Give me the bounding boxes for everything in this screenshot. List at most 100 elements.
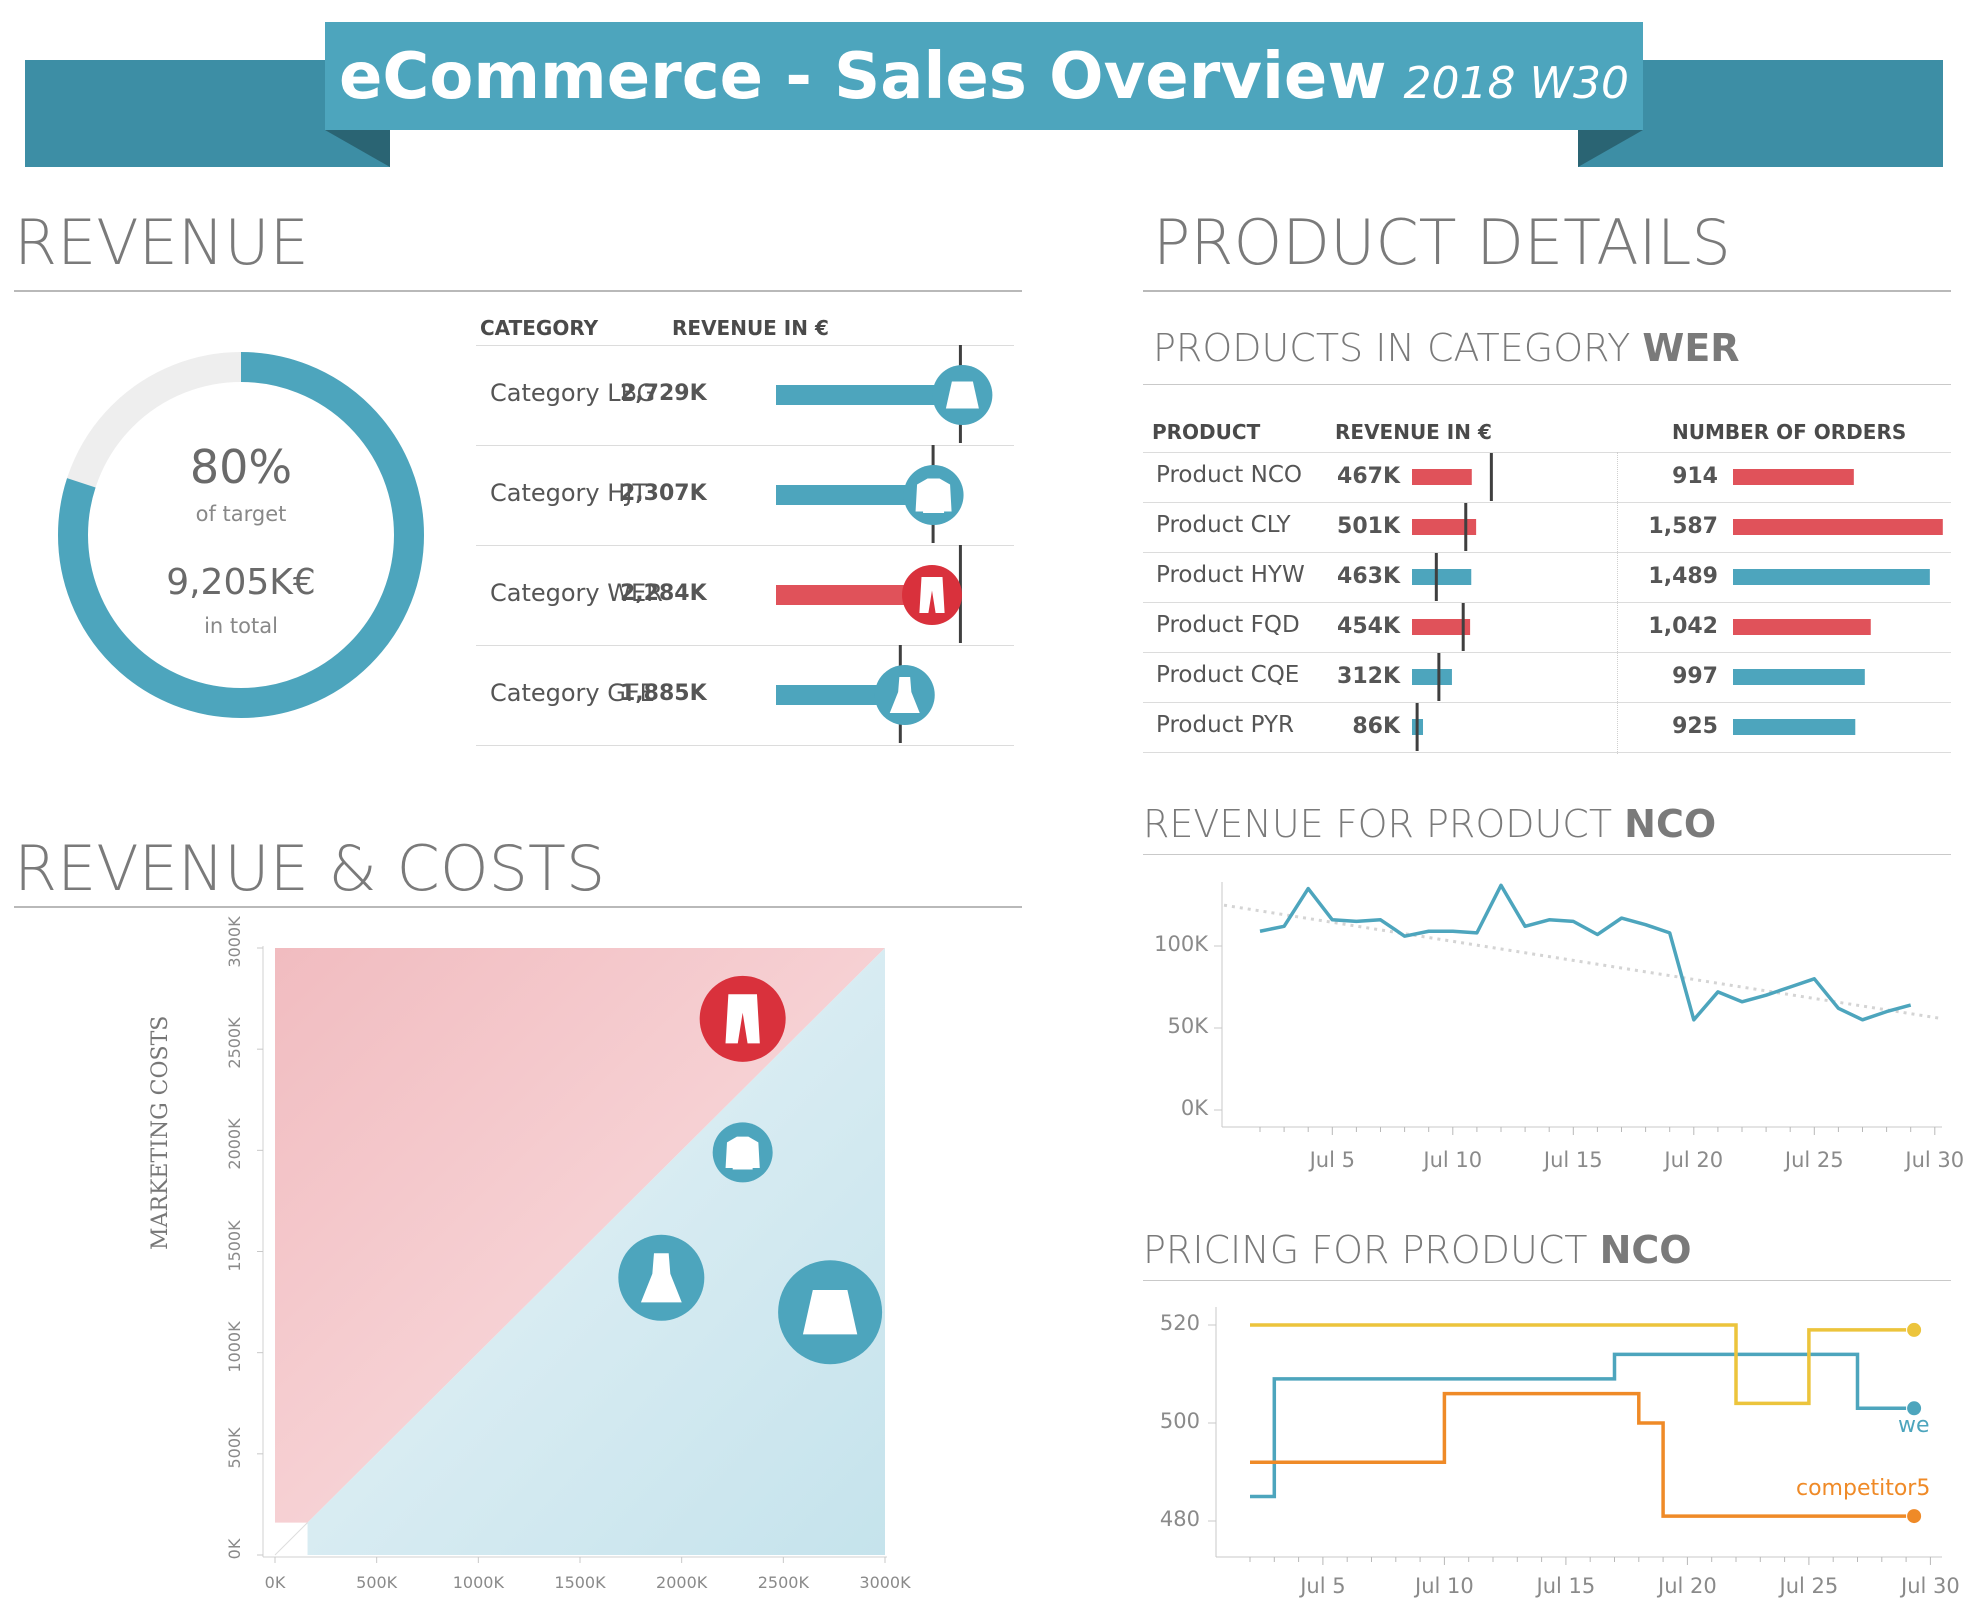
products-header-line — [1143, 452, 1951, 453]
product-row-line — [1143, 652, 1951, 653]
pricing-series-2 — [1250, 1323, 1907, 1406]
product-orders-value: 1,587 — [1648, 514, 1718, 539]
product-name: Product CQE — [1156, 662, 1300, 688]
category-row-line — [476, 745, 1014, 746]
scatter-point-jacket — [712, 1122, 773, 1183]
scatter-y-tick-label: 1000K — [225, 1321, 244, 1373]
dress-icon — [889, 677, 920, 713]
trousers-icon — [919, 577, 945, 613]
category-icon-group — [915, 478, 952, 513]
y-tick-label: 520 — [1159, 1311, 1200, 1335]
scatter-x-tick-label: 2500K — [757, 1573, 809, 1592]
category-name: Category GFE — [490, 679, 655, 707]
product-name: Product HYW — [1156, 562, 1305, 588]
x-tick-label: Jul 25 — [1779, 1574, 1839, 1598]
orders-column-header: NUMBER OF ORDERS — [1672, 420, 1907, 444]
category-target-line — [931, 445, 935, 543]
category-header-line — [476, 345, 1014, 346]
product-revenue-bar — [1412, 519, 1477, 535]
jacket-icon — [915, 478, 952, 513]
category-target-line — [958, 545, 962, 643]
pricing-series-label-we: we — [1898, 1413, 1930, 1438]
revenue-costs-section-title: REVENUE & COSTS — [14, 832, 606, 905]
scatter-point-skirt — [778, 1260, 883, 1365]
product-orders-bar — [1733, 519, 1943, 535]
skirt-icon — [802, 1289, 858, 1335]
pricing-line-axes — [1208, 1307, 1942, 1565]
scatter-x-tick-label: 500K — [356, 1573, 398, 1592]
scatter-x-tick-label: 1500K — [554, 1573, 606, 1592]
x-tick-label: Jul 20 — [1658, 1574, 1717, 1598]
pricing-product-title-line — [1143, 1280, 1951, 1281]
scatter-y-tick-label: 2500K — [225, 1017, 244, 1069]
category-target-line — [898, 645, 902, 743]
y-tick-label: 0K — [1180, 1096, 1208, 1120]
scatter-y-tick-label: 0K — [225, 1538, 244, 1560]
revenue-product-title-line — [1143, 854, 1951, 855]
scatter-x-tick-label: 0K — [264, 1573, 286, 1592]
product-orders-value: 997 — [1672, 664, 1718, 689]
product-row-line — [1143, 502, 1951, 503]
revenue-line-series — [1259, 883, 1912, 1022]
product-row-line — [1143, 752, 1951, 753]
category-icon-circle — [874, 665, 935, 725]
product-details-divider — [1143, 290, 1951, 292]
scatter-background — [274, 948, 885, 1556]
product-orders-value: 1,489 — [1648, 564, 1718, 589]
category-name: Category LBG — [490, 379, 656, 407]
y-tick-label: 100K — [1154, 932, 1208, 956]
product-revenue-bar — [1412, 669, 1452, 685]
scatter-point-circle — [699, 975, 786, 1062]
donut-percent: 80% — [189, 440, 293, 494]
donut-total: 9,205K€ — [166, 562, 316, 603]
dress-icon — [640, 1253, 682, 1303]
product-revenue-value: 454K — [1337, 614, 1400, 639]
banner-graphic — [25, 22, 1943, 167]
revenue-trend-line — [1223, 903, 1941, 1020]
revenue-costs-divider — [14, 906, 1022, 908]
scatter-point-circle — [618, 1234, 705, 1321]
scatter-y-tick-label: 3000K — [225, 916, 244, 968]
category-icon-circle — [932, 365, 993, 425]
scatter-axes — [257, 946, 887, 1563]
scatter-x-tick-label: 3000K — [859, 1573, 911, 1592]
x-tick-label: Jul 25 — [1784, 1148, 1844, 1172]
category-row-line — [476, 545, 1014, 546]
scatter-y-tick-label: 1500K — [225, 1219, 244, 1272]
category-icon-circle — [901, 565, 962, 625]
product-name: Product PYR — [1156, 712, 1295, 738]
banner-center — [325, 22, 1643, 130]
category-revenue-bar — [776, 485, 934, 505]
revenue-line-axes — [1214, 882, 1942, 1135]
pricing-series-competitor5-end-dot — [1907, 1509, 1922, 1524]
banner-fold-left — [325, 130, 390, 167]
x-tick-label: Jul 10 — [1415, 1574, 1474, 1598]
revenue-divider — [14, 290, 1022, 292]
x-tick-label: Jul 20 — [1664, 1148, 1724, 1172]
category-target-line — [958, 345, 962, 443]
product-revenue-column-header: REVENUE IN € — [1335, 420, 1492, 444]
product-name: Product CLY — [1156, 512, 1291, 538]
pricing-product-title-product: NCO — [1599, 1228, 1692, 1272]
scatter-below-diagonal-region — [307, 948, 885, 1555]
product-orders-bar — [1733, 469, 1854, 485]
donut-progress-arc — [58, 352, 424, 718]
products-column-separator — [1617, 452, 1618, 754]
donut-percent-caption: of target — [195, 502, 287, 526]
skirt-icon — [945, 381, 979, 409]
scatter-diagonal-stub — [274, 1522, 308, 1556]
product-orders-value: 1,042 — [1648, 614, 1718, 639]
scatter-y-tick-label: 2000K — [225, 1118, 244, 1170]
product-column-header: PRODUCT — [1152, 420, 1261, 444]
pricing-series-2-end-dot — [1907, 1322, 1922, 1337]
product-target-line — [1437, 653, 1441, 701]
pricing-product-title-prefix: PRICING FOR PRODUCT — [1143, 1228, 1588, 1272]
category-name: Category WER — [490, 579, 663, 607]
scatter-above-diagonal-region — [275, 948, 885, 1523]
dashboard-week: 2018 W30 — [1403, 58, 1629, 109]
product-orders-value: 914 — [1672, 464, 1718, 489]
x-tick-label: Jul 10 — [1423, 1148, 1483, 1172]
category-revenue-bar — [776, 585, 932, 605]
product-target-line — [1415, 703, 1419, 751]
category-column-header: CATEGORY — [480, 316, 599, 340]
